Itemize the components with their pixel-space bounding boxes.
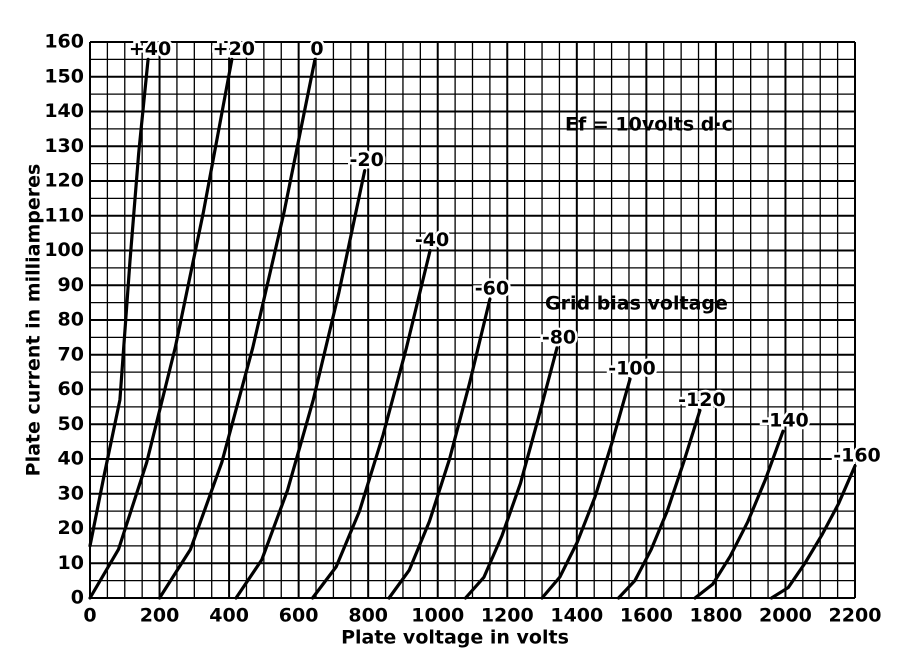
curve bbox=[88, 57, 150, 548]
series-label: -20 bbox=[350, 149, 384, 171]
x-tick-label: 2000 bbox=[759, 605, 812, 627]
curve bbox=[157, 57, 317, 600]
x-tick-label: 1200 bbox=[481, 605, 534, 627]
y-tick-label: 10 bbox=[58, 552, 84, 574]
curve bbox=[463, 346, 559, 600]
curve bbox=[769, 464, 857, 600]
curve bbox=[310, 248, 432, 600]
curve bbox=[234, 168, 367, 600]
series-label: -140 bbox=[761, 410, 809, 432]
series-label: -120 bbox=[678, 389, 726, 411]
x-tick-label: 800 bbox=[348, 605, 388, 627]
y-tick-label: 50 bbox=[58, 413, 84, 435]
x-tick-label: 200 bbox=[140, 605, 180, 627]
y-axis-title: Plate current in milliamperes bbox=[23, 164, 45, 477]
y-tick-label: 90 bbox=[58, 274, 84, 296]
y-tick-label: 160 bbox=[44, 31, 84, 53]
x-axis-title: Plate voltage in volts bbox=[341, 627, 569, 649]
annotation: Ef = 10volts d·c bbox=[565, 114, 733, 136]
x-tick-label: 1600 bbox=[620, 605, 673, 627]
curve bbox=[88, 57, 234, 600]
series-label: -160 bbox=[833, 444, 881, 466]
curve bbox=[693, 429, 785, 600]
y-tick-label: 110 bbox=[44, 204, 84, 226]
y-tick-label: 70 bbox=[58, 343, 84, 365]
series-label: -40 bbox=[415, 229, 449, 251]
series-label: -80 bbox=[542, 326, 576, 348]
x-tick-label: 400 bbox=[209, 605, 249, 627]
x-tick-label: 1400 bbox=[550, 605, 603, 627]
y-tick-label: 80 bbox=[58, 309, 84, 331]
curve bbox=[616, 408, 702, 600]
y-tick-label: 40 bbox=[58, 448, 84, 470]
y-tick-label: 100 bbox=[44, 239, 84, 261]
x-tick-label: 2200 bbox=[829, 605, 882, 627]
annotation: Grid bias voltage bbox=[545, 293, 728, 315]
curve bbox=[540, 377, 632, 600]
curve bbox=[387, 297, 492, 600]
y-tick-label: 130 bbox=[44, 135, 84, 157]
series-label: -60 bbox=[475, 278, 509, 300]
y-tick-label: 20 bbox=[58, 517, 84, 539]
x-tick-label: 1000 bbox=[411, 605, 464, 627]
y-tick-label: 30 bbox=[58, 482, 84, 504]
y-tick-label: 60 bbox=[58, 378, 84, 400]
x-tick-label: 1800 bbox=[689, 605, 742, 627]
y-tick-label: 150 bbox=[44, 65, 84, 87]
y-tick-label: 120 bbox=[44, 170, 84, 192]
x-tick-label: 600 bbox=[279, 605, 319, 627]
series-label: +40 bbox=[129, 38, 171, 60]
y-tick-label: 0 bbox=[71, 587, 84, 609]
y-tick-label: 140 bbox=[44, 100, 84, 122]
series-label: 0 bbox=[310, 38, 323, 60]
x-tick-label: 0 bbox=[83, 605, 96, 627]
series-label: +20 bbox=[213, 38, 255, 60]
series-label: -100 bbox=[608, 358, 656, 380]
